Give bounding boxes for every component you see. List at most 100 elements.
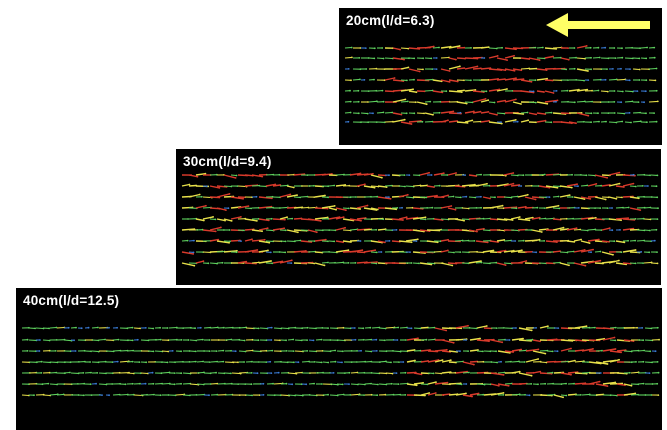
velocity-vector-head [365, 68, 368, 70]
velocity-vector-head [90, 371, 92, 374]
velocity-vector-head [364, 47, 367, 49]
velocity-vector-head [230, 372, 232, 375]
velocity-vector-head [428, 392, 431, 394]
velocity-vector [536, 68, 547, 71]
velocity-vector [518, 372, 532, 377]
velocity-vector-head [649, 174, 651, 177]
velocity-vector [518, 339, 532, 342]
velocity-vector [293, 173, 305, 176]
velocity-vector [464, 89, 476, 92]
velocity-vector [601, 227, 610, 231]
velocity-vector-head [285, 350, 288, 352]
velocity-vector-head [653, 112, 655, 114]
velocity-vector [412, 229, 425, 233]
velocity-vector-head [217, 238, 220, 241]
velocity-vector-head [320, 361, 323, 364]
velocity-vector [161, 371, 170, 374]
velocity-vector [602, 381, 616, 385]
velocity-vector [344, 56, 352, 59]
velocity-vector [349, 249, 363, 253]
velocity-vector [405, 238, 418, 242]
velocity-vector [356, 204, 368, 209]
velocity-vector [412, 207, 423, 210]
velocity-vector [195, 173, 206, 176]
velocity-vector [511, 348, 522, 352]
velocity-vector-head [592, 248, 594, 251]
velocity-vector-head [299, 196, 302, 199]
velocity-vector [648, 100, 658, 103]
velocity-vector [224, 338, 232, 341]
velocity-vector-head [520, 69, 523, 72]
velocity-vector-head [648, 251, 651, 254]
velocity-vector [196, 371, 205, 374]
velocity-vector [615, 262, 627, 266]
velocity-vector [392, 98, 406, 103]
velocity-vector [559, 228, 569, 231]
velocity-vector-head [391, 372, 394, 375]
velocity-vector-head [215, 371, 218, 374]
velocity-vector [503, 250, 514, 253]
velocity-vector-head [171, 350, 174, 352]
velocity-vector-head [513, 54, 515, 57]
velocity-vector [293, 250, 306, 253]
velocity-vector [488, 88, 500, 92]
velocity-vector [616, 349, 626, 352]
velocity-vector [350, 393, 360, 396]
velocity-vector-head [243, 361, 246, 363]
velocity-vector-head [506, 88, 508, 90]
velocity-vector-head [489, 350, 492, 353]
velocity-vector-head [604, 78, 607, 81]
velocity-vector [496, 112, 505, 115]
velocity-vector [349, 218, 362, 222]
velocity-vector-head [395, 372, 398, 374]
velocity-vector [594, 262, 604, 265]
velocity-vector-head [306, 326, 309, 329]
velocity-vector [581, 393, 590, 396]
velocity-vector-head [373, 186, 376, 189]
velocity-vector-head [286, 216, 288, 219]
velocity-vector [434, 349, 447, 352]
velocity-vector [209, 238, 219, 242]
velocity-vector-head [557, 327, 560, 329]
velocity-vector [488, 112, 498, 116]
velocity-vector [623, 350, 632, 353]
velocity-vector [497, 350, 511, 354]
velocity-vector [531, 196, 544, 199]
velocity-vector-head [545, 361, 548, 364]
velocity-vector [314, 207, 328, 210]
velocity-vector [552, 227, 564, 231]
velocity-vector-head [222, 349, 225, 352]
velocity-vector-head [198, 193, 201, 196]
velocity-vector [594, 196, 606, 201]
velocity-vector-head [562, 396, 564, 399]
velocity-vector [91, 326, 98, 329]
velocity-vector [510, 229, 519, 232]
velocity-vector-head [467, 262, 470, 265]
velocity-vector-head [579, 228, 582, 231]
velocity-vector-head [507, 384, 510, 387]
velocity-vector-head [568, 264, 570, 267]
velocity-vector [629, 185, 636, 188]
velocity-vector-head [500, 121, 502, 124]
velocity-vector-head [654, 350, 657, 353]
velocity-vector [587, 174, 596, 177]
velocity-vector-head [480, 195, 482, 198]
velocity-vector [314, 262, 325, 267]
velocity-panel-40cm: 40cm(l/d=12.5) [16, 288, 662, 430]
velocity-vector [440, 249, 449, 253]
velocity-vector [455, 360, 464, 363]
velocity-vector-head [447, 194, 449, 197]
velocity-vector [454, 185, 465, 188]
velocity-vector [210, 326, 218, 329]
velocity-vector [258, 260, 272, 264]
velocity-vector [279, 216, 288, 220]
velocity-vector-head [270, 260, 272, 262]
velocity-vector-head [587, 70, 589, 72]
velocity-vector-head [381, 47, 384, 49]
velocity-vector-head [319, 220, 322, 222]
velocity-vector [568, 89, 579, 92]
velocity-vector [536, 101, 548, 105]
velocity-vector-head [192, 253, 195, 255]
velocity-vector [321, 173, 332, 176]
velocity-vector-head [279, 339, 281, 342]
